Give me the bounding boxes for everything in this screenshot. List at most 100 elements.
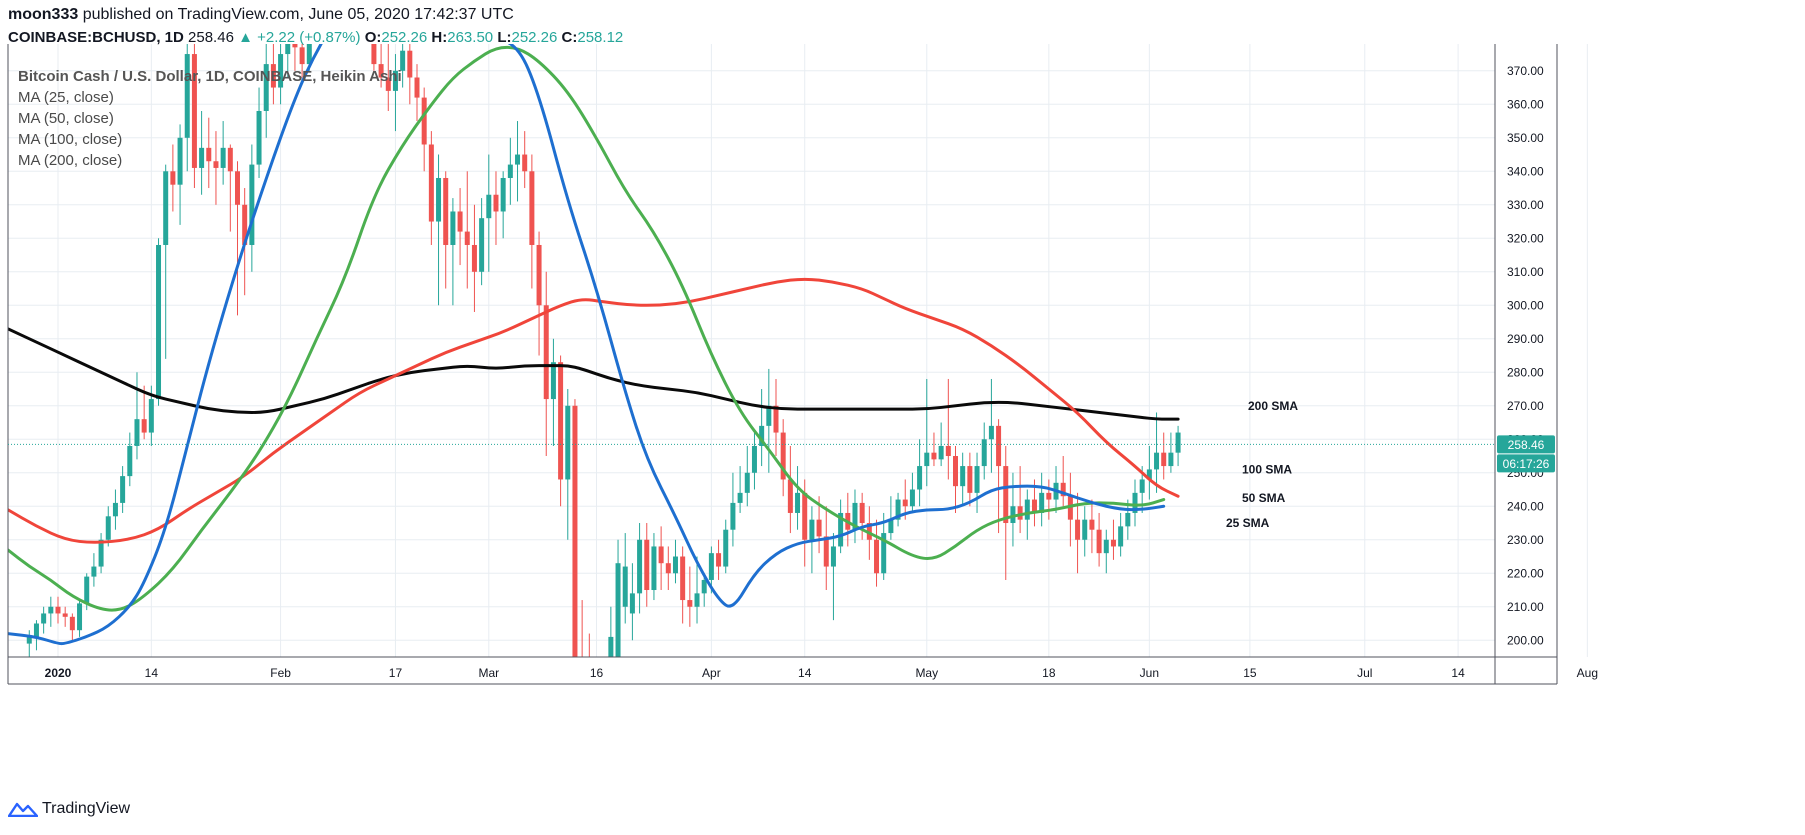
candle-body xyxy=(773,405,779,433)
candle-body xyxy=(1089,519,1095,530)
candle-body xyxy=(988,425,994,440)
y-tick-label: 210.00 xyxy=(1507,600,1544,614)
candle-body xyxy=(436,177,442,222)
candle-body xyxy=(41,613,47,624)
candle-body xyxy=(809,519,815,540)
candle-body xyxy=(1039,492,1045,513)
candle-body xyxy=(156,244,162,400)
x-tick-label: 16 xyxy=(590,666,604,680)
open-value: 252.26 xyxy=(381,29,428,46)
candle-body xyxy=(974,466,980,493)
candle-body xyxy=(924,452,930,467)
candle-body xyxy=(120,476,126,503)
x-tick-label: Jul xyxy=(1357,666,1372,680)
x-tick-label: 17 xyxy=(389,666,403,680)
publish-line: moon333 published on TradingView.com, Ju… xyxy=(8,6,514,24)
time-badge-text: 06:17:26 xyxy=(1503,457,1550,471)
candle-body xyxy=(33,623,39,637)
candle-body xyxy=(299,47,305,65)
candle-body xyxy=(105,516,111,540)
candle-body xyxy=(1118,526,1124,547)
candle-body xyxy=(91,566,97,577)
candle-body xyxy=(909,489,915,507)
candle-body xyxy=(902,499,908,507)
tradingview-logo-icon xyxy=(8,802,38,817)
author-name[interactable]: moon333 xyxy=(8,6,79,23)
footer-brand[interactable]: TradingView xyxy=(8,800,130,818)
axes-layer: 200.00210.00220.00230.00240.00250.00260.… xyxy=(7,44,1598,685)
x-tick-label: Aug xyxy=(1577,666,1598,680)
candle-body xyxy=(1096,529,1102,554)
candle-body xyxy=(77,603,83,631)
chart-grid xyxy=(8,44,1588,657)
ma-annotation: 200 SMA xyxy=(1248,399,1298,413)
price-badge-text: 258.46 xyxy=(1508,438,1545,452)
legend-ma50[interactable]: MA (50, close) xyxy=(18,110,114,127)
candle-body xyxy=(98,539,104,567)
x-tick-label: 14 xyxy=(1451,666,1465,680)
y-tick-label: 230.00 xyxy=(1507,533,1544,547)
ma-annotation: 100 SMA xyxy=(1242,462,1292,476)
candle-body xyxy=(737,492,743,503)
candle-body xyxy=(580,657,585,674)
x-tick-label: Mar xyxy=(478,666,499,680)
candle-body xyxy=(26,636,32,644)
candle-body xyxy=(134,419,140,446)
candle-body xyxy=(1017,506,1023,520)
candle-body xyxy=(1031,499,1037,513)
candle-body xyxy=(658,546,664,564)
candle-body xyxy=(766,405,772,426)
high-label: H: xyxy=(431,29,448,46)
low-value: 252.26 xyxy=(511,29,558,46)
candle-body xyxy=(672,556,678,574)
candle-body xyxy=(1067,496,1073,520)
y-tick-label: 330.00 xyxy=(1507,198,1544,212)
x-tick-label: Jun xyxy=(1140,666,1159,680)
candle-body xyxy=(751,445,757,473)
last-price: 258.46 xyxy=(188,29,234,46)
candle-body xyxy=(629,593,635,614)
candle-body xyxy=(917,466,923,490)
candle-body xyxy=(270,64,276,88)
candle-body xyxy=(838,512,844,547)
y-tick-label: 220.00 xyxy=(1507,566,1544,580)
candle-body xyxy=(953,456,958,487)
candle-body xyxy=(780,432,786,480)
candle-body xyxy=(213,161,219,168)
legend-title[interactable]: Bitcoin Cash / U.S. Dollar, 1D, COINBASE… xyxy=(18,68,402,85)
ma50-line xyxy=(8,45,1166,612)
x-tick-label: 14 xyxy=(145,666,159,680)
candle-body xyxy=(852,502,858,530)
legend-ma200[interactable]: MA (200, close) xyxy=(18,152,123,169)
candle-body xyxy=(1154,452,1160,470)
candle-body xyxy=(184,54,190,138)
candle-body xyxy=(802,492,808,540)
ma-annotation: 25 SMA xyxy=(1226,516,1270,530)
candle-body xyxy=(1132,492,1138,513)
candle-body xyxy=(888,519,894,534)
legend-ma100[interactable]: MA (100, close) xyxy=(18,131,123,148)
high-value: 263.50 xyxy=(447,29,494,46)
candle-body xyxy=(1146,469,1152,480)
ma25-line xyxy=(8,44,1166,646)
candle-body xyxy=(249,164,255,245)
candle-body xyxy=(1103,539,1109,554)
y-tick-label: 350.00 xyxy=(1507,131,1544,145)
candle-body xyxy=(795,492,801,513)
candle-body xyxy=(1010,506,1016,524)
y-tick-label: 340.00 xyxy=(1507,164,1544,178)
y-tick-label: 320.00 xyxy=(1507,231,1544,245)
price-badge xyxy=(1497,435,1555,454)
candle-body xyxy=(515,154,521,165)
candle-body xyxy=(615,563,621,657)
candle-body xyxy=(62,613,68,617)
y-tick-label: 240.00 xyxy=(1507,499,1544,513)
close-value: 258.12 xyxy=(577,29,624,46)
legend-ma25[interactable]: MA (25, close) xyxy=(18,89,114,106)
candle-body xyxy=(1060,482,1066,497)
candle-body xyxy=(1075,519,1081,540)
candle-body xyxy=(306,44,312,65)
candle-body xyxy=(471,244,477,272)
y-tick-label: 280.00 xyxy=(1507,365,1544,379)
